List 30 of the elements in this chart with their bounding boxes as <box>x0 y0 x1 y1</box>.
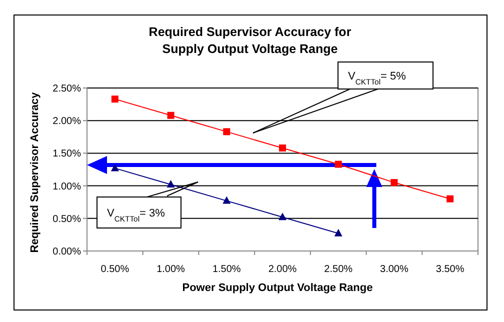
x-tick-label: 3.00% <box>380 264 408 275</box>
point <box>334 160 342 168</box>
point <box>278 212 286 220</box>
point <box>111 96 118 103</box>
y-axis-title: Required Supervisor Accuracy <box>29 91 41 253</box>
x-tick-label: 1.00% <box>156 264 186 275</box>
x-tick-label: 1.50% <box>212 264 241 275</box>
y-tick-label: 2.50% <box>52 84 82 94</box>
point <box>167 112 174 119</box>
chart-title: Required Supervisor Accuracy for Supply Output Voltage Range <box>148 25 352 56</box>
point <box>446 195 454 202</box>
y-tick-label: 1.00% <box>52 181 82 192</box>
x-tick-label: 2.00% <box>268 264 297 275</box>
x-axis-title: Power Supply Output Voltage Range <box>182 282 373 294</box>
x-tick-label: 2.50% <box>324 264 353 275</box>
y-tick-label: 0.50% <box>52 214 82 225</box>
point <box>390 179 398 186</box>
y-tick-label: 0.00% <box>52 246 82 258</box>
text: V$_{CKTTol}$= 5% <box>348 70 406 86</box>
y-tick-label: 2.00% <box>52 116 82 128</box>
y-tick-label: 1.50% <box>52 148 82 160</box>
point <box>222 196 231 204</box>
point <box>279 144 286 152</box>
annotation: V$_{CKTTol}$= 3% <box>107 208 166 223</box>
x-tick-label: 3.50% <box>436 264 464 275</box>
point <box>166 180 175 188</box>
point <box>334 228 342 236</box>
x-tick-label: 0.50% <box>100 264 130 275</box>
point <box>223 128 230 136</box>
point <box>110 164 119 172</box>
